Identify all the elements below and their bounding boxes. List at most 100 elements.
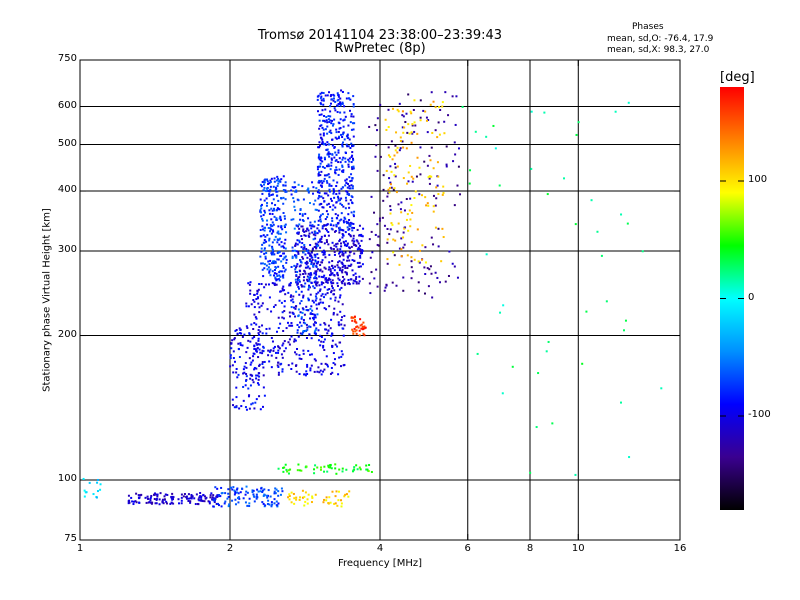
data-point (314, 242, 317, 245)
data-point (332, 192, 335, 195)
data-point (341, 102, 344, 105)
data-point (348, 254, 351, 257)
data-point (417, 281, 420, 284)
data-point (153, 497, 156, 500)
data-point (271, 241, 274, 244)
y-tick-label: 100 (57, 473, 77, 485)
data-point (241, 344, 244, 347)
data-point (249, 340, 252, 343)
data-point (332, 267, 335, 270)
data-point (248, 407, 251, 410)
data-point (240, 487, 243, 490)
data-point (283, 305, 286, 308)
data-point (438, 133, 441, 136)
x-tick-label: 10 (571, 543, 585, 554)
data-point (308, 284, 311, 287)
data-point (358, 280, 361, 283)
data-point (332, 313, 335, 316)
data-point (258, 343, 261, 346)
data-point (328, 288, 331, 291)
data-point (274, 492, 277, 495)
data-point (259, 209, 262, 212)
data-point (357, 246, 360, 249)
data-point (429, 103, 432, 106)
data-point (318, 229, 321, 232)
data-point (338, 219, 341, 222)
data-point (165, 500, 168, 503)
data-point (258, 363, 261, 366)
data-point (336, 345, 339, 348)
data-point (342, 264, 345, 267)
data-point (309, 253, 312, 256)
data-point (260, 211, 263, 214)
data-point (99, 483, 102, 486)
data-point (172, 502, 175, 505)
data-point (134, 500, 137, 503)
data-point (338, 269, 341, 272)
data-point (352, 242, 355, 245)
data-point (279, 270, 282, 273)
data-point (419, 99, 422, 102)
data-point (344, 152, 347, 155)
data-point (268, 327, 271, 330)
data-point (336, 504, 339, 507)
data-point (294, 209, 297, 212)
data-point (330, 281, 333, 284)
data-point (304, 322, 307, 325)
data-point (337, 499, 340, 502)
data-point (261, 363, 264, 366)
data-point (326, 181, 329, 184)
data-point (306, 326, 309, 329)
data-point (279, 290, 282, 293)
data-point (283, 224, 286, 227)
data-point (333, 358, 336, 361)
data-point (236, 376, 239, 379)
data-point (211, 496, 214, 499)
data-points (82, 89, 663, 508)
data-point (280, 353, 283, 356)
data-point (276, 194, 279, 197)
data-point (292, 301, 295, 304)
data-point (316, 281, 319, 284)
data-point (294, 190, 297, 193)
data-point (282, 202, 285, 205)
data-point (243, 365, 246, 368)
data-point (279, 219, 282, 222)
data-point (329, 105, 332, 108)
data-point (298, 293, 301, 296)
data-point (419, 119, 422, 122)
data-point (405, 147, 408, 150)
data-point (321, 119, 324, 122)
data-point (310, 501, 313, 504)
data-point (292, 186, 295, 189)
data-point (348, 160, 351, 163)
data-point (378, 219, 381, 222)
data-point (344, 251, 347, 254)
data-point (397, 222, 400, 225)
data-point (330, 161, 333, 164)
data-point (292, 218, 295, 221)
data-point (403, 243, 406, 246)
data-point (298, 280, 301, 283)
data-point (149, 499, 152, 502)
data-point (296, 278, 299, 281)
data-point (245, 490, 248, 493)
data-point (190, 497, 193, 500)
data-point (198, 496, 201, 499)
data-point (313, 277, 316, 280)
data-point (336, 264, 339, 267)
data-point (273, 177, 276, 180)
data-point (357, 326, 360, 329)
data-point (319, 174, 322, 177)
data-point (291, 257, 294, 260)
data-point (275, 266, 278, 269)
data-point (273, 238, 276, 241)
data-point (268, 194, 271, 197)
data-point (332, 204, 335, 207)
data-point (212, 498, 215, 501)
data-point (337, 94, 340, 97)
data-point (337, 197, 340, 200)
data-point (216, 487, 219, 490)
data-point (310, 337, 313, 340)
data-point (298, 241, 301, 244)
